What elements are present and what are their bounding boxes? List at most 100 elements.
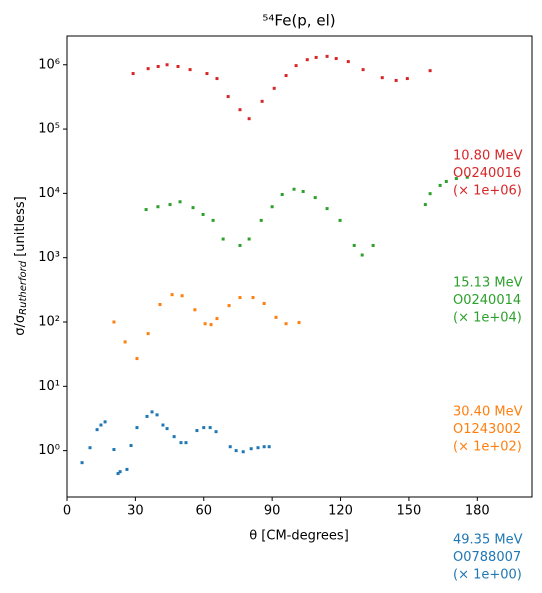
x-tick-label: 0 — [63, 504, 71, 519]
data-point — [95, 428, 99, 432]
y-tick-label: 10² — [38, 314, 60, 329]
data-point — [211, 218, 215, 222]
data-point — [247, 237, 251, 241]
y-tick-label: 10⁴ — [38, 186, 60, 201]
data-point — [144, 208, 148, 212]
data-point — [334, 57, 338, 61]
data-point — [238, 243, 242, 247]
data-point — [112, 448, 116, 452]
series-annotation: 30.40 MeV — [453, 405, 523, 420]
data-point — [176, 64, 180, 68]
data-point — [338, 218, 342, 222]
data-point — [360, 253, 364, 257]
data-point — [188, 68, 192, 72]
series-annotation: 10.80 MeV — [453, 149, 523, 164]
data-point — [394, 78, 398, 82]
y-label-sub: Rutherford — [18, 260, 29, 315]
data-point — [267, 445, 271, 449]
data-point — [262, 445, 266, 449]
data-point — [118, 470, 122, 474]
x-tick-label: 60 — [195, 504, 212, 519]
data-point — [129, 444, 133, 448]
data-point — [247, 117, 251, 121]
data-point — [145, 414, 149, 418]
x-tick-label: 150 — [396, 504, 421, 519]
series-annotation: O0240014 — [453, 293, 521, 308]
data-point — [428, 192, 432, 196]
data-point — [195, 429, 199, 433]
series-annotation: (× 1e+02) — [453, 440, 522, 455]
data-point — [170, 293, 174, 297]
data-point — [428, 69, 432, 73]
data-point — [193, 308, 197, 312]
x-tick-label: 90 — [264, 504, 281, 519]
data-point — [203, 322, 207, 326]
data-point — [352, 243, 356, 247]
data-point — [241, 450, 245, 454]
data-point — [256, 446, 260, 450]
data-point — [423, 203, 427, 207]
data-point — [80, 461, 84, 465]
x-tick-label: 180 — [465, 504, 490, 519]
data-point — [294, 64, 298, 68]
data-point — [168, 203, 172, 207]
data-point — [454, 177, 458, 181]
data-point — [150, 410, 154, 414]
data-point — [214, 430, 218, 434]
data-point — [99, 423, 103, 427]
series-annotation: O1243002 — [453, 422, 521, 437]
data-point — [227, 304, 231, 308]
data-point — [292, 187, 296, 191]
x-axis-label: θ [CM-degrees] — [249, 529, 349, 544]
data-point — [251, 296, 255, 300]
data-point — [262, 301, 266, 305]
data-point — [112, 320, 116, 324]
data-point — [438, 183, 442, 187]
data-point — [103, 420, 107, 424]
data-point — [155, 413, 159, 417]
y-axis-label: σ/σRutherford [unitless] — [13, 196, 30, 335]
data-point — [178, 200, 182, 204]
data-point — [272, 86, 276, 90]
data-point — [305, 58, 309, 62]
series-annotation: 49.35 MeV — [453, 533, 523, 548]
data-point — [297, 321, 301, 325]
series-annotation: 15.13 MeV — [453, 276, 523, 291]
data-point — [259, 218, 263, 222]
data-point — [146, 332, 150, 336]
data-point — [274, 315, 278, 319]
data-point — [270, 205, 274, 209]
data-point — [165, 427, 169, 431]
data-point — [179, 441, 183, 445]
data-point — [465, 175, 469, 179]
y-tick-label: 10⁵ — [38, 122, 60, 137]
data-point — [238, 296, 242, 300]
data-point — [313, 196, 317, 200]
data-point — [135, 357, 139, 361]
series-annotation: (× 1e+04) — [453, 311, 522, 326]
data-point — [135, 426, 139, 430]
data-point — [284, 322, 288, 326]
data-point — [215, 317, 219, 321]
data-point — [371, 243, 375, 247]
data-point — [314, 55, 318, 59]
data-point — [125, 467, 129, 471]
x-tick-label: 120 — [328, 504, 353, 519]
series-annotation: (× 1e+00) — [453, 568, 522, 583]
series-annotation: O0240016 — [453, 166, 521, 181]
y-label-part: [unitless] — [13, 196, 28, 261]
plot-frame — [66, 35, 533, 498]
chart-title: ⁵⁴Fe(p, el) — [262, 12, 335, 30]
data-point — [301, 189, 305, 193]
data-point — [156, 205, 160, 209]
x-tick-label: 30 — [127, 504, 144, 519]
y-tick-label: 10³ — [38, 250, 60, 265]
data-point — [191, 206, 195, 210]
data-point — [209, 323, 213, 327]
y-tick-label: 10⁶ — [38, 57, 60, 72]
data-point — [161, 423, 165, 427]
data-point — [280, 193, 284, 197]
data-point — [444, 179, 448, 183]
data-point — [208, 426, 212, 430]
